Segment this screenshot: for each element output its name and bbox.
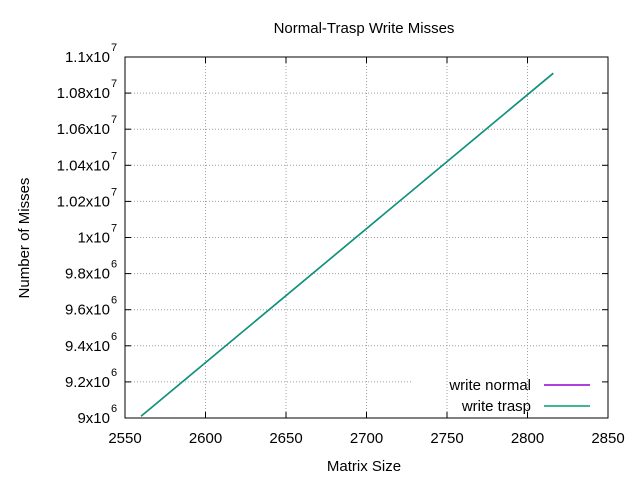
x-tick-label: 2700 [350,430,383,447]
y-tick-mantissa: 9.6x10 [65,302,110,319]
y-tick-mantissa: 9.4x10 [65,338,110,355]
y-ticks: 9x1069.2x1069.4x1069.6x1069.8x1061x1071.… [57,42,608,427]
y-tick-mantissa: 1.06x10 [57,121,110,138]
legend: write normal write trasp [448,377,590,415]
y-tick-label: 1.06x10 [57,121,110,138]
x-tick-label: 2550 [108,430,141,447]
y-tick-label: 1.04x10 [57,157,110,174]
y-tick-label: 1.02x10 [57,193,110,210]
x-tick-label: 2650 [269,430,302,447]
y-tick-label: 9x10 [77,410,110,427]
y-tick-label: 9.4x10 [65,338,110,355]
y-tick-label: 1.08x10 [57,85,110,102]
y-tick-label: 1.1x10 [65,49,110,66]
y-tick-mantissa: 9.2x10 [65,374,110,391]
series-group [140,72,554,417]
y-tick-mantissa: 1.02x10 [57,193,110,210]
y-tick-mantissa: 1x10 [77,230,110,247]
series-line-2 [140,72,554,417]
legend-label: write normal [448,377,531,394]
y-tick-label: 1x10 [77,230,110,247]
y-axis-label: Number of Misses [16,178,33,299]
y-tick-exponent: 6 [111,367,117,379]
y-tick-mantissa: 1.08x10 [57,85,110,102]
x-tick-label: 2850 [591,430,624,447]
y-tick-mantissa: 9x10 [77,410,110,427]
y-tick-exponent: 6 [111,403,117,415]
y-tick-label: 9.6x10 [65,302,110,319]
y-tick-exponent: 7 [111,42,117,54]
x-tick-label: 2750 [430,430,463,447]
y-tick-label: 9.8x10 [65,266,110,283]
y-tick-exponent: 6 [111,259,117,271]
x-ticks: 2550 2600 2650 2700 2750 2800 2850 [108,57,625,447]
grid [125,57,608,418]
y-tick-mantissa: 1.04x10 [57,157,110,174]
y-tick-mantissa: 1.1x10 [65,49,110,66]
y-tick-exponent: 7 [111,150,117,162]
y-tick-exponent: 7 [111,223,117,235]
y-tick-exponent: 7 [111,186,117,198]
y-tick-label: 9.2x10 [65,374,110,391]
chart-title: Normal-Trasp Write Misses [274,20,455,37]
y-tick-exponent: 6 [111,295,117,307]
y-tick-exponent: 7 [111,114,117,126]
x-tick-label: 2800 [511,430,544,447]
x-axis-label: Matrix Size [327,458,401,475]
y-tick-exponent: 7 [111,78,117,90]
y-tick-mantissa: 9.8x10 [65,266,110,283]
x-tick-label: 2600 [189,430,222,447]
y-tick-exponent: 6 [111,331,117,343]
legend-label: write trasp [461,398,531,415]
